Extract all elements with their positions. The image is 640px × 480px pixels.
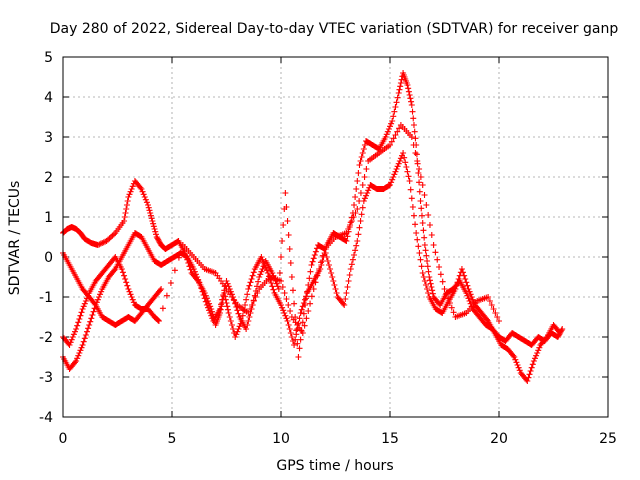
x-tick-label: 25 <box>599 431 617 447</box>
y-tick-label: 2 <box>44 170 53 186</box>
y-tick-label: 0 <box>44 250 53 266</box>
y-tick-label: 1 <box>44 210 53 226</box>
y-tick-label: -4 <box>39 410 53 426</box>
data-point-markers <box>60 122 502 348</box>
x-tick-label: 5 <box>168 431 177 447</box>
y-axis-label: SDTVAR / TECUs <box>7 181 23 296</box>
x-tick-label: 15 <box>381 431 399 447</box>
y-tick-label: 4 <box>44 90 53 106</box>
x-tick-label: 10 <box>272 431 290 447</box>
y-tick-label: 5 <box>44 50 53 66</box>
y-tick-label: -3 <box>39 370 53 386</box>
x-axis-label: GPS time / hours <box>276 458 393 474</box>
axis-tick-labels: 0 5 10 15 20 25 -4 -3 -2 -1 0 1 2 3 4 5 <box>39 50 617 447</box>
chart-title: Day 280 of 2022, Sidereal Day-to-day VTE… <box>50 21 619 37</box>
series-trace-c <box>60 122 502 348</box>
data-markers <box>60 70 566 384</box>
x-tick-label: 20 <box>490 431 508 447</box>
y-tick-label: 3 <box>44 130 53 146</box>
y-tick-label: -2 <box>39 330 53 346</box>
plot-frame <box>62 56 609 418</box>
x-tick-label: 0 <box>59 431 68 447</box>
y-tick-label: -1 <box>39 290 53 306</box>
